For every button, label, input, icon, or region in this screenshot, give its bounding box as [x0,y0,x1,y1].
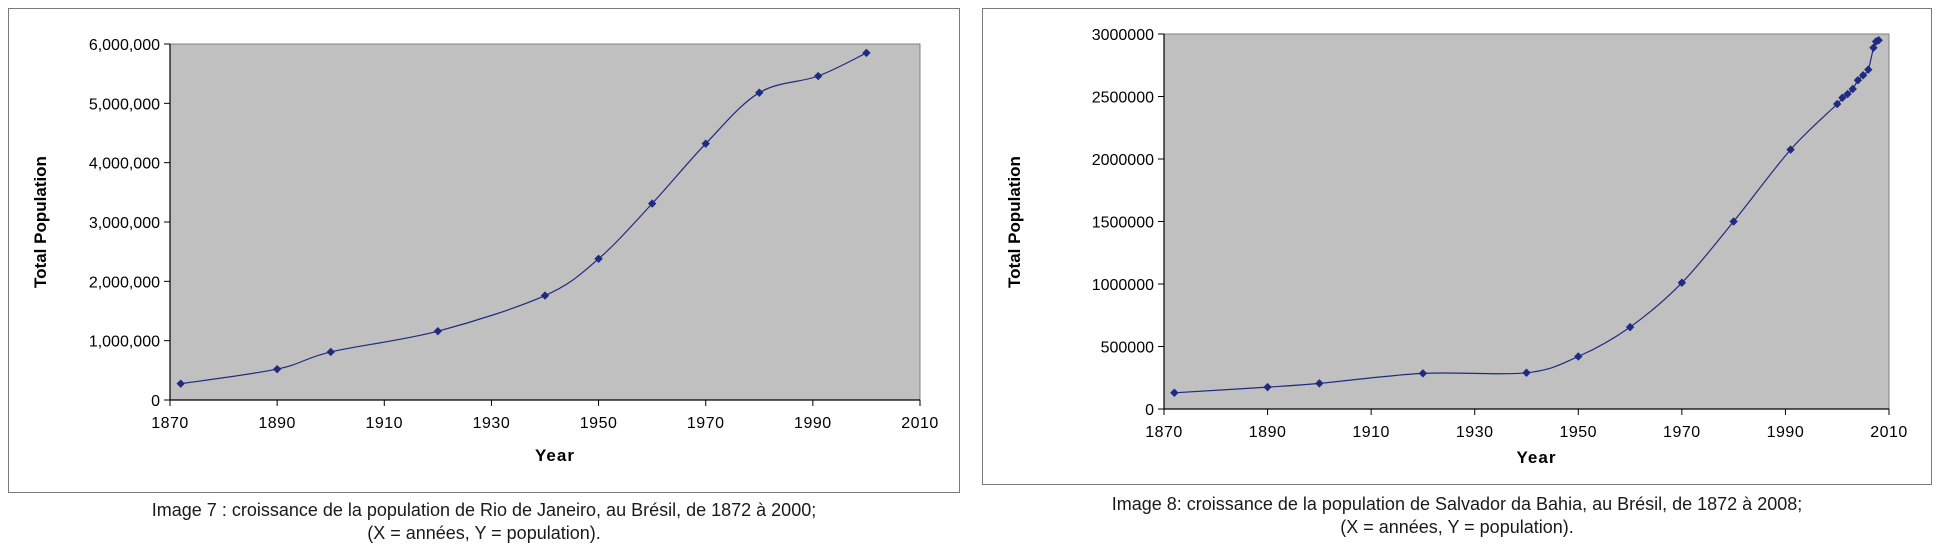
y-tick-label: 2500000 [1092,90,1154,107]
data-point-marker [701,139,710,148]
x-tick-label: 1930 [1456,424,1494,441]
y-tick-label: 0 [151,393,160,410]
y-tick-label: 4,000,000 [89,156,160,173]
y-tick-label: 1000000 [1092,277,1154,294]
data-point-marker [1838,93,1847,102]
y-tick-label: 5,000,000 [89,96,160,113]
data-point-marker [594,254,603,263]
x-axis-label: Year [1517,448,1557,467]
plot-area [169,43,921,401]
data-point-marker [1853,76,1863,85]
chart-1-caption: Image 7 : croissance de la population de… [8,499,960,545]
data-point-marker [755,88,764,97]
data-point-marker [1858,71,1868,80]
x-tick-label: 1990 [794,415,832,432]
chart-1-caption-line2: (X = années, Y = population). [367,523,601,543]
y-axis-label: Total Population [31,156,50,288]
y-axis-label: Total Population [1005,156,1024,288]
chart-2-caption: Image 8: croissance de la population de … [982,493,1932,539]
data-point-marker [1833,99,1842,109]
data-point-marker [1677,278,1687,287]
x-tick-label: 2010 [1870,424,1908,441]
data-point-marker [1522,368,1531,377]
x-tick-label: 1870 [151,415,189,432]
data-point-marker [1843,89,1852,99]
y-tick-label: 0 [1145,402,1154,419]
x-tick-label: 1890 [1249,424,1287,441]
y-tick-label: 500000 [1101,340,1154,357]
data-point-marker [433,326,443,336]
x-axis-label: Year [535,446,575,465]
data-point-marker [1869,43,1878,52]
data-point-marker [647,199,657,208]
chart-rio-population: 0 1,000,000 2,000,000 3,000,000 4,000,000 5,0… [31,37,939,465]
plot-area [1163,33,1890,410]
data-point-marker [1418,369,1428,378]
data-point-marker [1786,145,1795,154]
data-point-marker [1263,382,1272,392]
x-tick-label: 1930 [473,415,511,432]
chart-2-caption-line1: Image 8: croissance de la population de … [1111,494,1803,514]
chart-salvador-population: 0 500000 1000000 1500000 2000000 2500000 30000… [1005,27,1908,467]
y-tick-label: 3,000,000 [89,215,160,232]
data-point-marker [326,347,335,357]
x-tick-label: 1970 [1663,424,1701,441]
x-tick-label: 2010 [901,415,939,432]
data-point-marker [1874,36,1883,45]
y-tick-label: 3000000 [1092,27,1154,44]
data-point-marker [814,71,823,81]
x-tick-label: 1890 [258,415,296,432]
y-tick-label: 1500000 [1092,215,1154,232]
y-tick-label: 6,000,000 [89,37,160,54]
y-tick-label: 1,000,000 [89,334,160,351]
y-tick-label: 2,000,000 [89,274,160,291]
data-point-marker [1574,352,1583,361]
data-point-marker [862,48,871,58]
x-tick-label: 1970 [687,415,725,432]
x-tick-label: 1990 [1767,424,1805,441]
x-tick-label: 1870 [1145,424,1183,441]
chart-2-caption-line2: (X = années, Y = population). [1340,517,1574,537]
data-point-marker [1625,322,1635,332]
x-tick-label: 1910 [365,415,403,432]
data-point-marker [540,291,550,300]
data-point-marker [1848,84,1857,94]
y-tick-label: 2000000 [1092,152,1154,169]
data-point-marker [1864,65,1873,74]
chart-1-caption-line1: Image 7 : croissance de la population de… [151,500,817,520]
data-point-marker [1729,217,1738,226]
data-point-marker [272,364,282,374]
x-tick-label: 1950 [580,415,618,432]
data-point-marker [176,379,185,388]
x-tick-label: 1910 [1352,424,1390,441]
x-tick-label: 1950 [1559,424,1597,441]
